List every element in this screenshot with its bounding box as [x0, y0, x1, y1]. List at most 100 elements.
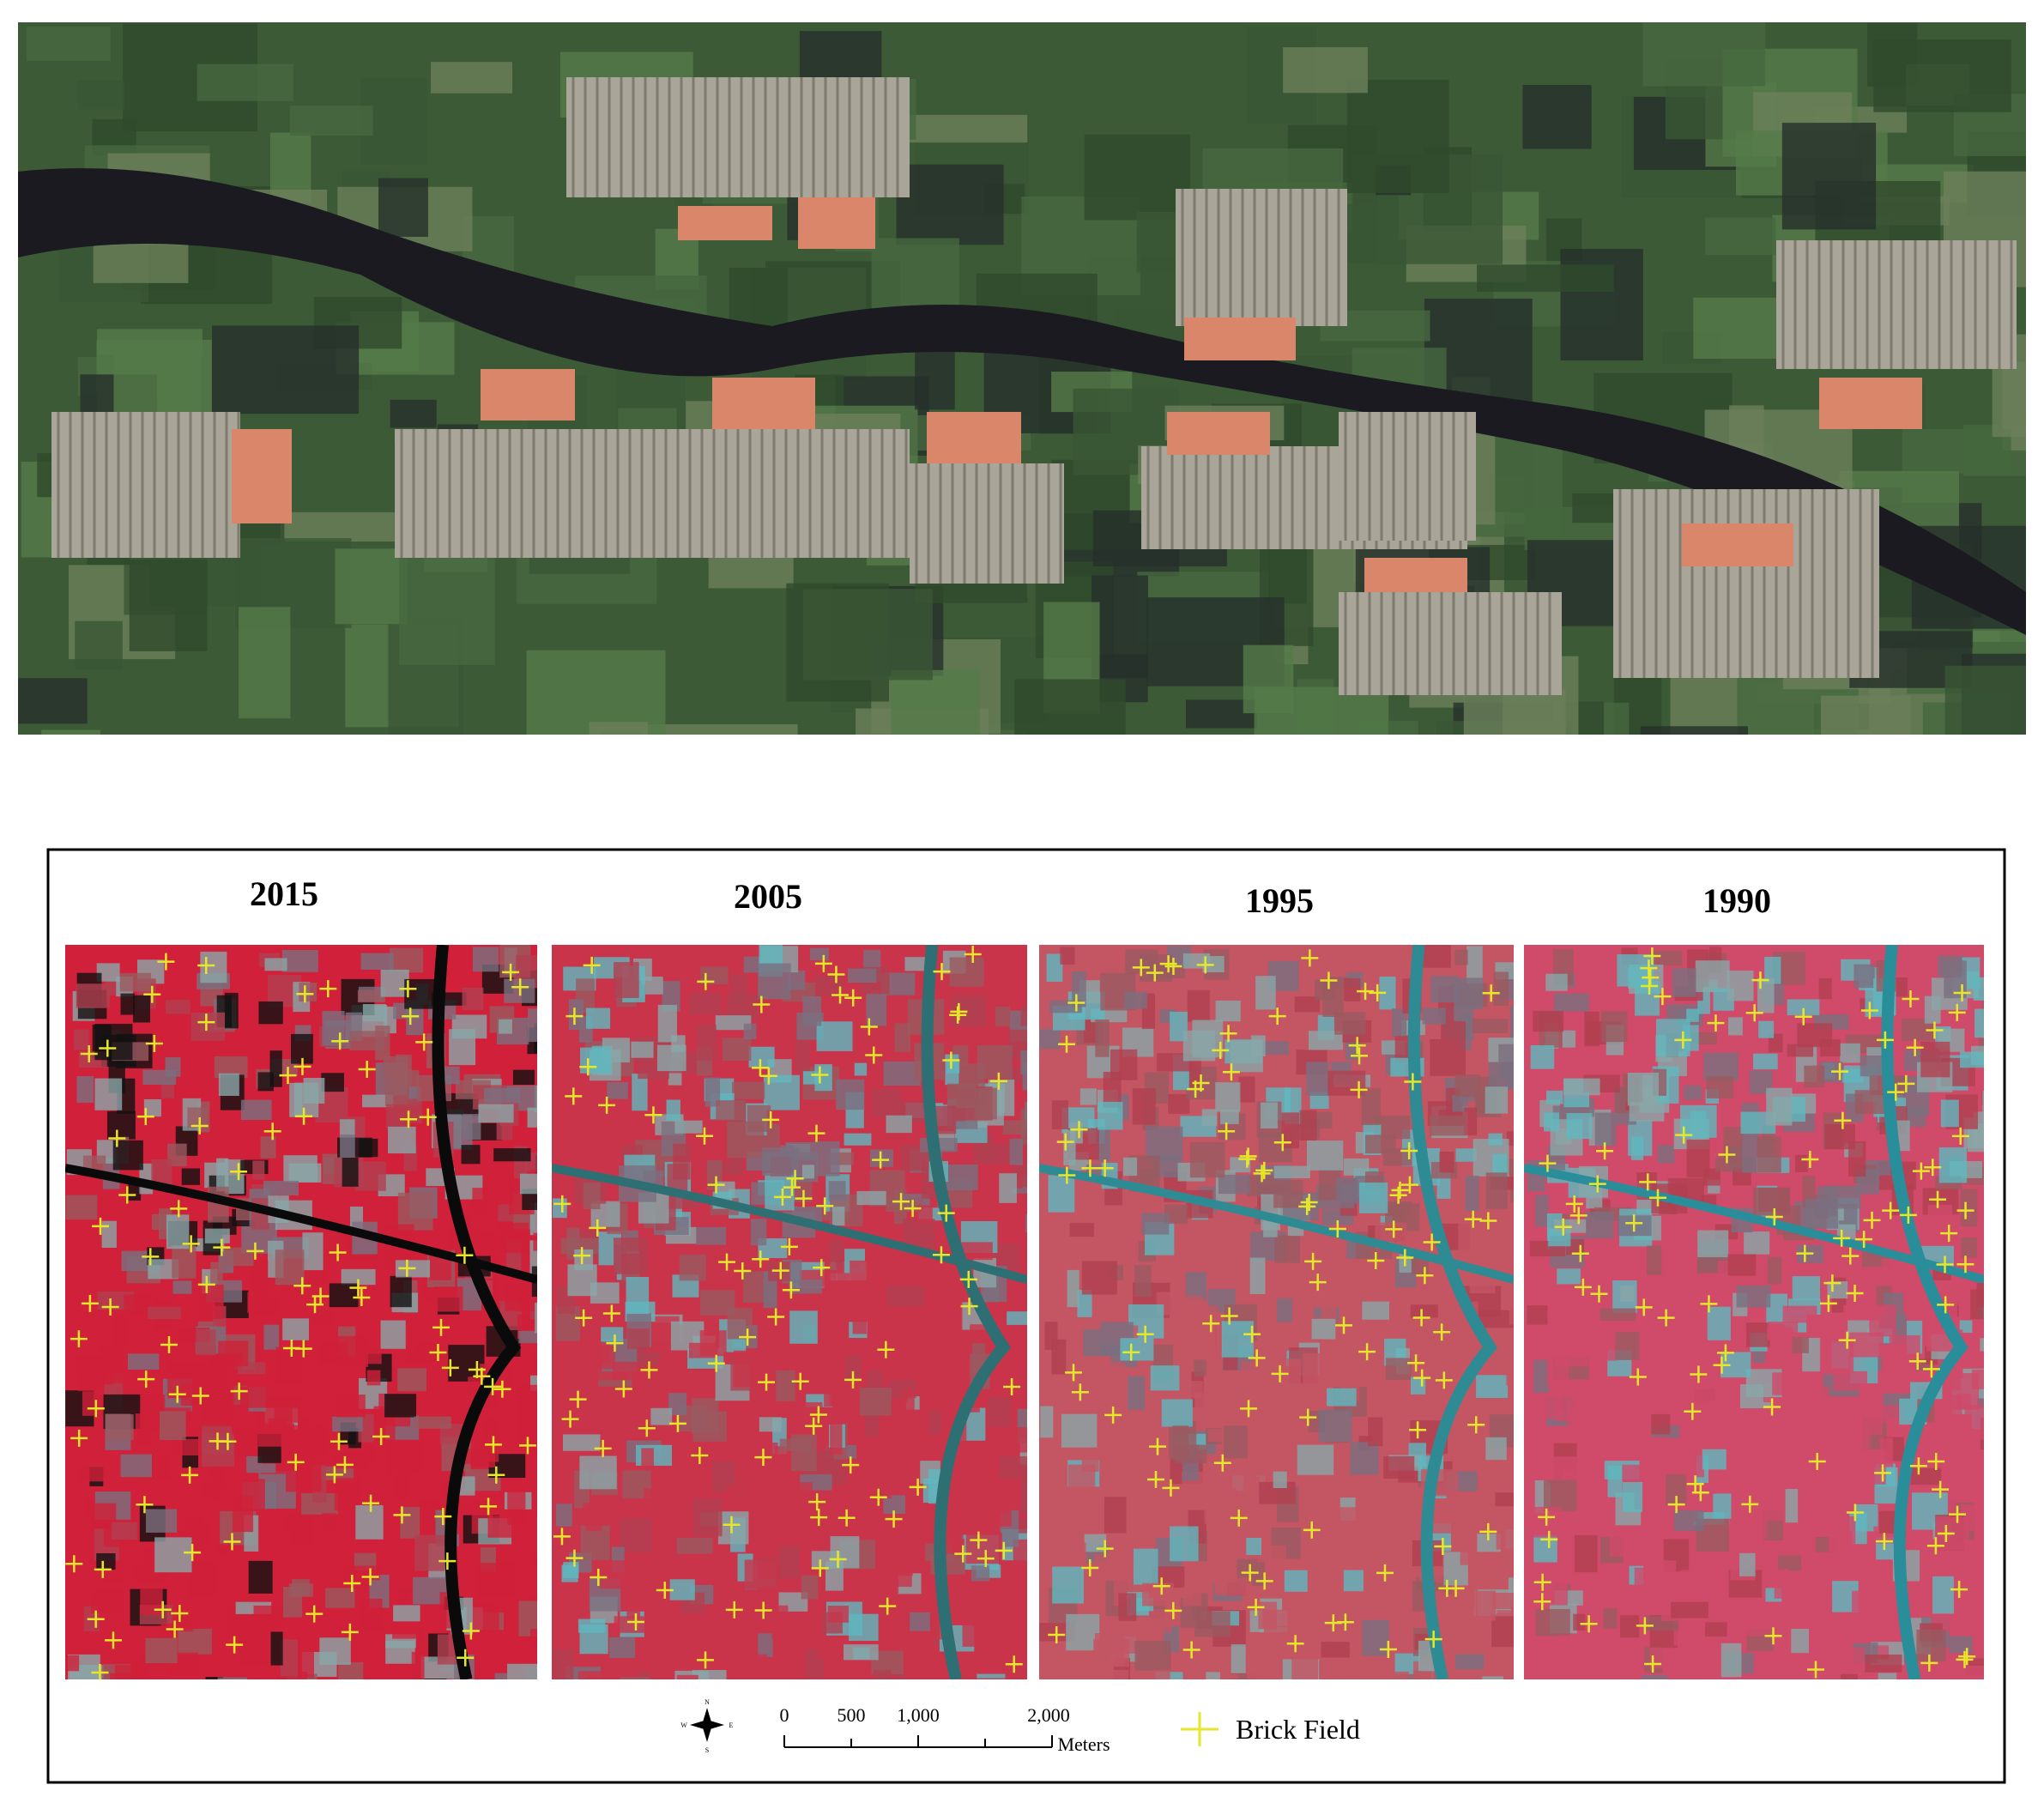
pixel — [76, 983, 111, 1008]
pixel — [1682, 1279, 1712, 1306]
pixel — [1057, 1649, 1095, 1677]
pixel — [1202, 1673, 1239, 1679]
brick-field-marker — [1081, 1558, 1099, 1576]
texture — [1346, 79, 1449, 193]
brick-field-marker — [99, 1039, 117, 1057]
pixel — [1720, 1643, 1742, 1678]
pixel — [1039, 1029, 1061, 1050]
brick-field-marker — [287, 1453, 305, 1471]
texture — [97, 329, 203, 355]
river — [921, 945, 1012, 1679]
pixel — [1214, 1260, 1238, 1274]
brick-field-marker — [638, 1419, 656, 1437]
pixel — [1768, 1033, 1783, 1053]
pixel — [1960, 1189, 1978, 1226]
pixel — [580, 1525, 610, 1561]
pixel — [1458, 1219, 1485, 1257]
pixel — [380, 1320, 406, 1349]
pixel — [910, 1612, 930, 1631]
kiln — [1364, 558, 1467, 592]
pixel — [1218, 1174, 1250, 1195]
pixel — [920, 1370, 949, 1395]
pixel — [692, 1669, 727, 1679]
pixel — [553, 1649, 574, 1679]
brick-field-marker — [1122, 1343, 1140, 1361]
brick-field-marker — [457, 1649, 475, 1667]
brick-field-marker — [1902, 989, 1920, 1007]
pixel — [1357, 1549, 1380, 1568]
brick-field-marker — [1909, 1457, 1927, 1475]
pixel — [844, 1644, 879, 1661]
pixel — [1615, 1332, 1640, 1360]
texture — [77, 80, 124, 110]
brick-field-marker — [160, 1336, 178, 1354]
pixel — [1081, 1453, 1099, 1472]
pixel — [1491, 1616, 1514, 1648]
pixel — [1509, 1289, 1514, 1325]
pixel — [649, 1667, 669, 1679]
brick-field-marker — [1590, 1285, 1608, 1303]
satellite-panel — [1039, 945, 1514, 1679]
pixel — [1707, 1306, 1731, 1340]
brick-field-marker — [725, 1600, 743, 1619]
pixel — [1647, 1245, 1662, 1275]
pixel — [1067, 1269, 1079, 1308]
pixel — [963, 1483, 983, 1516]
texture — [802, 589, 933, 681]
brick-field-marker — [1273, 1134, 1291, 1152]
pixel — [578, 1619, 606, 1633]
pixel — [1274, 1235, 1300, 1263]
pixel — [916, 1205, 933, 1225]
pixel — [1441, 1020, 1466, 1040]
pixel — [1093, 1553, 1129, 1579]
pixel — [1706, 1076, 1734, 1098]
pixel — [946, 1060, 960, 1074]
pixel — [1465, 1175, 1479, 1211]
pixel — [694, 1469, 713, 1496]
brick-field-marker — [438, 1552, 457, 1570]
pixel — [1420, 1349, 1452, 1371]
brick-field-marker — [832, 986, 850, 1004]
pixel — [390, 1275, 412, 1308]
pixel — [845, 1355, 862, 1379]
brick-field-marker — [1413, 1369, 1431, 1387]
brick-field-marker — [1136, 1325, 1154, 1343]
pixel — [958, 1242, 993, 1261]
pixel — [318, 1342, 348, 1364]
pixel — [1359, 1182, 1388, 1213]
brick-field-marker — [1574, 1278, 1592, 1296]
pixel — [1258, 1601, 1277, 1630]
texture — [41, 729, 100, 735]
pixel — [124, 1294, 151, 1316]
pixel — [258, 1001, 283, 1025]
pixel — [614, 1616, 648, 1633]
pixel — [1134, 1460, 1170, 1491]
pixel — [1095, 1020, 1110, 1057]
brick-field-marker — [1351, 1047, 1369, 1065]
pixel — [520, 1384, 537, 1419]
texture — [398, 545, 495, 665]
brick-field-marker — [879, 1597, 897, 1615]
brick-field-marker — [842, 1456, 860, 1474]
brick-field-marker — [1213, 1454, 1231, 1472]
pixel — [1703, 1052, 1739, 1080]
pixel — [894, 1023, 910, 1052]
pixel — [285, 1458, 322, 1492]
pixel — [1753, 1053, 1778, 1070]
pixel — [1350, 1442, 1379, 1475]
pixel — [1495, 1492, 1514, 1507]
texture — [1084, 134, 1190, 221]
pixel — [533, 1232, 537, 1251]
pixel — [299, 982, 317, 1002]
texture — [75, 620, 123, 670]
texture — [239, 607, 291, 719]
pixel — [1535, 1608, 1570, 1637]
brick-field-marker — [1058, 1166, 1076, 1184]
pixel — [1473, 1019, 1509, 1033]
pixel — [614, 962, 639, 998]
brick-field-marker — [293, 1277, 311, 1295]
brick-field-marker — [1407, 1354, 1425, 1372]
pixel — [802, 995, 822, 1026]
pixel — [631, 1041, 654, 1058]
brick-field-marker — [754, 1601, 772, 1619]
